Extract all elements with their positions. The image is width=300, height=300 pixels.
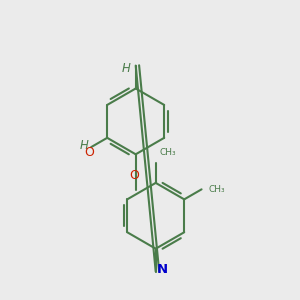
Text: O: O <box>84 146 94 159</box>
Text: CH₃: CH₃ <box>209 185 225 194</box>
Text: H: H <box>80 139 88 152</box>
Text: H: H <box>121 62 130 75</box>
Text: N: N <box>157 263 168 276</box>
Text: CH₃: CH₃ <box>159 148 176 157</box>
Text: O: O <box>129 169 139 182</box>
